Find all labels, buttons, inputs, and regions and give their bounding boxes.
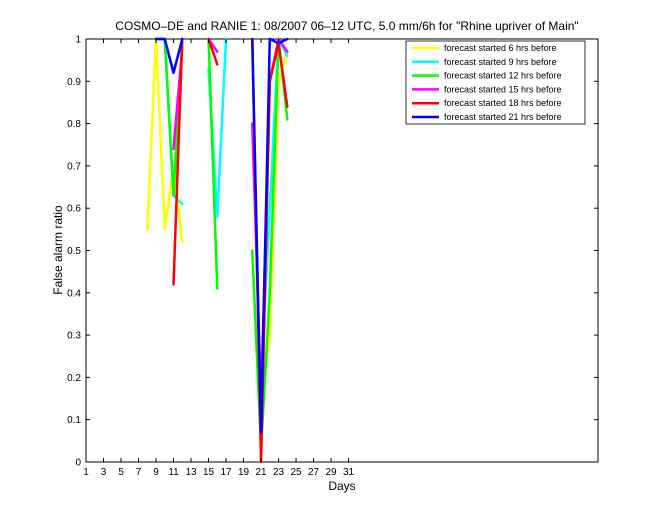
y-axis: 0 0.1 0.2 0.3 0.4 0.5 0.6 0.7 0.8 0.9 1 xyxy=(67,35,598,469)
x-tick-label: 17 xyxy=(220,467,232,478)
legend-box xyxy=(405,40,586,125)
x-tick-label: 29 xyxy=(325,467,337,478)
y-tick-label: 0.5 xyxy=(67,246,81,257)
legend-label: forecast started 18 hrs before xyxy=(444,98,562,108)
chart-title: COSMO–DE and RANIE 1: 08/2007 06–12 UTC,… xyxy=(115,19,578,33)
x-axis-label: Days xyxy=(328,479,355,493)
x-tick-label: 9 xyxy=(153,467,159,478)
legend-label: forecast started 12 hrs before xyxy=(444,71,562,81)
y-tick-label: 0.3 xyxy=(67,331,81,342)
y-tick-label: 0.8 xyxy=(67,119,81,130)
y-tick-label: 0.9 xyxy=(67,77,81,88)
x-tick-label: 13 xyxy=(185,467,197,478)
x-tick-label: 25 xyxy=(290,467,302,478)
y-tick-label: 0.1 xyxy=(67,415,81,426)
x-tick-label: 1 xyxy=(83,467,89,478)
y-tick-label: 0.2 xyxy=(67,373,81,384)
x-tick-label: 7 xyxy=(136,467,142,478)
y-tick-label: 0.4 xyxy=(67,288,81,299)
x-tick-label: 31 xyxy=(343,467,355,478)
legend-label: forecast started 9 hrs before xyxy=(444,57,557,67)
series-layer xyxy=(146,37,348,464)
y-tick-label: 0 xyxy=(75,458,81,469)
series-line-5 xyxy=(154,37,289,434)
x-tick-label: 27 xyxy=(308,467,320,478)
x-tick-label: 3 xyxy=(101,467,107,478)
legend: forecast started 6 hrs before forecast st… xyxy=(405,40,586,125)
y-tick-label: 1 xyxy=(75,35,81,46)
x-tick-label: 19 xyxy=(238,467,250,478)
legend-label: forecast started 6 hrs before xyxy=(444,43,557,53)
x-tick-label: 5 xyxy=(118,467,124,478)
y-tick-label: 0.7 xyxy=(67,161,81,172)
x-tick-label: 23 xyxy=(273,467,285,478)
x-tick-label: 21 xyxy=(255,467,267,478)
y-axis-label: False alarm ratio xyxy=(51,205,65,295)
x-tick-label: 11 xyxy=(168,467,179,478)
legend-label: forecast started 21 hrs before xyxy=(444,112,562,122)
y-tick-label: 0.6 xyxy=(67,204,81,215)
x-axis: 1 3 5 7 9 11 13 15 17 19 21 23 25 27 29 31 xyxy=(83,39,355,478)
x-tick-label: 15 xyxy=(203,467,215,478)
legend-items: forecast started 6 hrs before forecast st… xyxy=(412,43,562,122)
legend-label: forecast started 15 hrs before xyxy=(444,84,562,94)
